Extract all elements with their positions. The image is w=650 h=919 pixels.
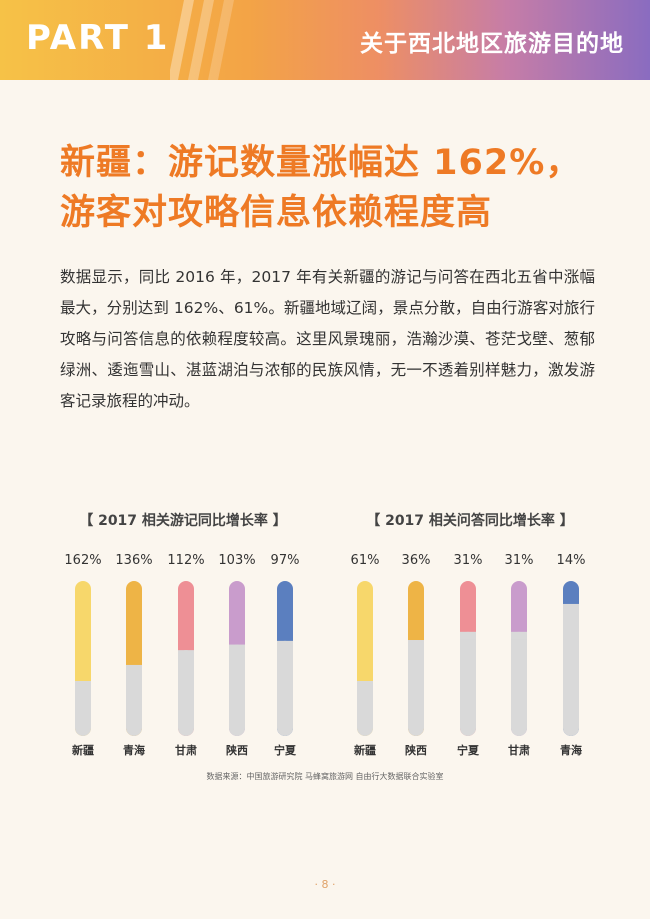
category-label-travelnotes-3: 陕西 [226, 743, 248, 757]
value-label-qa-2: 31% [454, 553, 483, 568]
article-title-line1: 新疆：游记数量涨幅达 162%， [60, 143, 582, 183]
value-label-qa-4: 14% [557, 553, 586, 568]
bar-remainder-cap-travelnotes-2 [178, 650, 194, 659]
category-label-travelnotes-2: 甘肃 [175, 743, 197, 757]
value-label-travelnotes-4: 97% [271, 553, 300, 568]
bar-remainder-travelnotes-2 [178, 650, 194, 736]
bar-remainder-qa-1 [408, 640, 424, 736]
category-label-qa-3: 甘肃 [508, 743, 530, 757]
chart-left-title: 【 2017 相关游记同比增长率 】 [79, 513, 287, 529]
bar-remainder-cap-qa-1 [408, 640, 424, 649]
page-header: PART 1 关于西北地区旅游目的地 [0, 0, 650, 80]
bar-charts: 162% 新疆 136% 青海 112% 甘肃 103% 陕西 97% 宁夏 61% 新疆 36% 陕西 3… [64, 553, 586, 757]
bar-remainder-travelnotes-1 [126, 664, 142, 736]
value-label-qa-0: 61% [351, 553, 380, 568]
value-label-travelnotes-2: 112% [167, 553, 204, 568]
category-label-qa-0: 新疆 [354, 743, 376, 757]
section-title: 关于西北地区旅游目的地 [360, 31, 624, 57]
category-label-qa-2: 宁夏 [457, 743, 480, 757]
value-label-travelnotes-3: 103% [218, 553, 255, 568]
page-number: · 8 · [314, 878, 336, 891]
bar-remainder-travelnotes-3 [229, 644, 245, 736]
article-title-line2: 游客对攻略信息依赖程度高 [60, 193, 493, 233]
bar-remainder-cap-travelnotes-0 [75, 681, 91, 689]
bar-remainder-travelnotes-0 [75, 681, 91, 736]
bar-remainder-qa-0 [357, 681, 373, 736]
bar-remainder-cap-travelnotes-3 [229, 644, 245, 653]
value-label-travelnotes-1: 136% [115, 553, 152, 568]
article-body: 数据显示，同比 2016 年，2017 年有关新疆的游记与问答在西北五省中涨幅最… [60, 268, 595, 410]
bar-remainder-cap-qa-4 [563, 603, 579, 612]
category-label-travelnotes-4: 宁夏 [274, 743, 297, 757]
category-label-travelnotes-1: 青海 [123, 743, 145, 757]
bar-remainder-qa-3 [511, 631, 527, 736]
category-label-qa-4: 青海 [560, 743, 582, 757]
value-label-travelnotes-0: 162% [64, 553, 101, 568]
bar-remainder-cap-qa-2 [460, 631, 476, 640]
bar-remainder-cap-qa-0 [357, 681, 373, 689]
bar-remainder-cap-travelnotes-4 [277, 640, 293, 649]
part-label: PART 1 [26, 18, 170, 58]
bar-remainder-cap-travelnotes-1 [126, 664, 142, 673]
bar-remainder-qa-4 [563, 603, 579, 736]
header-stripes [170, 0, 234, 80]
value-label-qa-1: 36% [402, 553, 431, 568]
category-label-qa-1: 陕西 [405, 743, 427, 757]
bar-remainder-cap-qa-3 [511, 631, 527, 640]
chart-right-title: 【 2017 相关问答同比增长率 】 [366, 513, 574, 529]
article-title: 新疆：游记数量涨幅达 162%， 游客对攻略信息依赖程度高 [60, 138, 581, 238]
value-label-qa-3: 31% [505, 553, 534, 568]
data-source: 数据来源：中国旅游研究院 马蜂窝旅游网 自由行大数据联合实验室 [206, 772, 444, 781]
category-label-travelnotes-0: 新疆 [72, 743, 94, 757]
bar-remainder-travelnotes-4 [277, 640, 293, 736]
bar-remainder-qa-2 [460, 631, 476, 736]
